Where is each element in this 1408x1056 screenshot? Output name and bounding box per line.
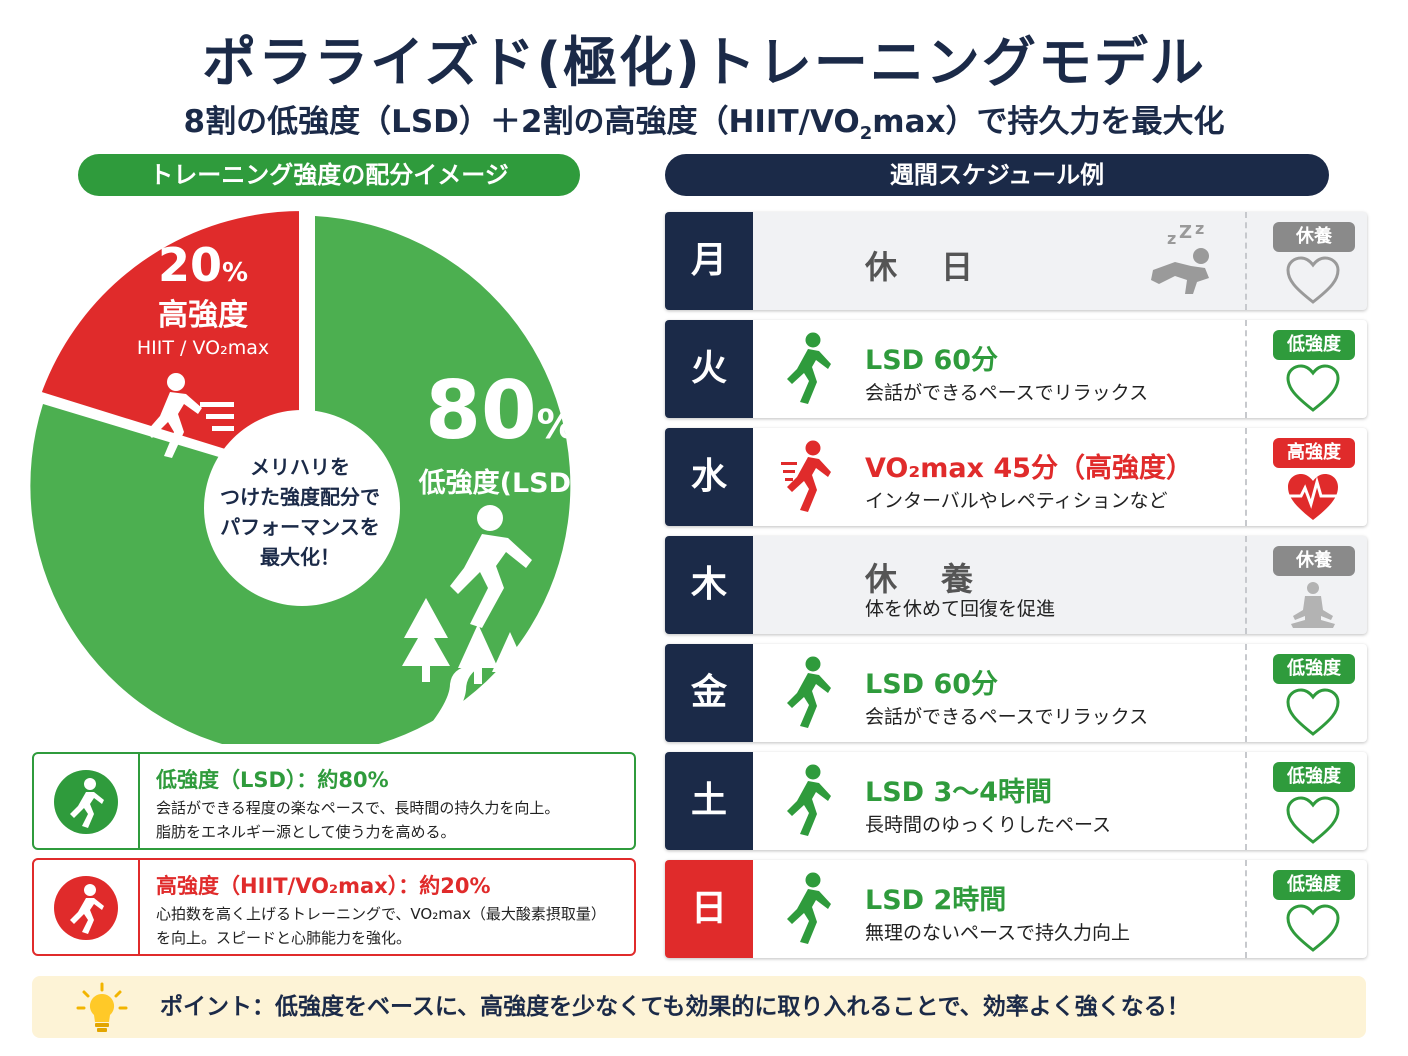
pie-high-label: 20% 高強度 HIIT / VO₂max: [136, 238, 270, 359]
intensity-badge: 休養: [1273, 222, 1355, 252]
meditation-icon: [1291, 582, 1335, 628]
heart-icon: [1286, 796, 1340, 844]
workout-title: LSD 3〜4時間: [865, 777, 1053, 808]
day-label: 木: [665, 536, 753, 634]
workout-title: VO₂max 45分（高強度）: [865, 453, 1193, 484]
legend-title: 低強度（LSD）：約80%: [156, 768, 389, 792]
heart-icon: [1286, 688, 1340, 736]
row-divider: [1245, 644, 1247, 742]
workout-description: 会話ができるペースでリラックス: [865, 382, 1149, 404]
schedule-row: 水 VO₂max 45分（高強度） インターバルやレペティションなど 高強度: [665, 428, 1367, 526]
workout-title: 休 日: [865, 248, 980, 286]
pie-center-message: メリハリを つけた強度配分で パフォーマンスを 最大化！: [220, 455, 380, 569]
day-label: 土: [665, 752, 753, 850]
runner-icon: [787, 656, 831, 728]
trail-path: [414, 666, 482, 744]
pie-slice-low: [30, 216, 571, 744]
pie-low-label: 80% 低強度(LSD): [418, 364, 584, 500]
workout-description: 無理のないペースで持久力向上: [865, 922, 1131, 944]
workout-title: LSD 60分: [865, 669, 999, 700]
lightbulb-icon: [76, 982, 128, 1032]
workout-description: インターバルやレペティションなど: [865, 490, 1168, 512]
svg-text:z: z: [1167, 229, 1176, 248]
heart-icon: [1286, 904, 1340, 952]
schedule-heading: 週間スケジュール例: [665, 154, 1329, 196]
page-subtitle: 8割の低強度（LSD）＋2割の高強度（HIIT/VO2max）で持久力を最大化: [183, 104, 1225, 145]
tree-icon: [458, 624, 528, 686]
day-label: 月: [665, 212, 753, 310]
intensity-badge: 高強度: [1273, 438, 1355, 468]
intensity-pie-chart: [30, 204, 571, 744]
row-divider: [1245, 428, 1247, 526]
row-divider: [1245, 212, 1247, 310]
runner-icon: [450, 505, 532, 628]
svg-text:z: z: [1195, 222, 1204, 238]
runner-icon: [787, 764, 831, 836]
schedule-row: 月 休 日 z Z z 休養: [665, 212, 1367, 310]
heart-icon: [1286, 364, 1340, 412]
intensity-badge: 休養: [1273, 546, 1355, 576]
legend-description: 心拍数を高く上げるトレーニングで、VO₂max（最大酸素摂取量） を向上。スピー…: [156, 905, 606, 947]
intensity-badge: 低強度: [1273, 654, 1355, 684]
legend-divider: [138, 860, 140, 954]
runner-icon: [54, 876, 118, 940]
intensity-badge: 低強度: [1273, 762, 1355, 792]
sleeping-icon: z Z z: [1151, 222, 1209, 294]
svg-text:Z: Z: [1179, 222, 1192, 243]
runner-icon: [787, 332, 831, 404]
schedule-row: 火 LSD 60分 会話ができるペースでリラックス 低強度: [665, 320, 1367, 418]
tree-icon: [402, 598, 450, 682]
workout-description: 会話ができるペースでリラックス: [865, 706, 1149, 728]
workout-title: LSD 2時間: [865, 885, 1007, 916]
workout-description: 長時間のゆっくりしたペース: [865, 814, 1112, 836]
heartbeat-icon: [1285, 474, 1341, 520]
pie-section-heading: トレーニング強度の配分イメージ: [78, 154, 580, 196]
day-label: 火: [665, 320, 753, 418]
day-label: 水: [665, 428, 753, 526]
pie-center-circle: [204, 410, 400, 606]
page-title: ポラライズド(極化)トレーニングモデル: [202, 31, 1206, 94]
row-divider: [1245, 536, 1247, 634]
legend-title: 高強度（HIIT/VO₂max）：約20%: [156, 874, 491, 898]
runner-icon: [54, 770, 118, 834]
workout-title: LSD 60分: [865, 345, 999, 376]
row-divider: [1245, 752, 1247, 850]
schedule-row: 土 LSD 3〜4時間 長時間のゆっくりしたペース 低強度: [665, 752, 1367, 850]
heart-icon: [1286, 256, 1340, 304]
legend-high-intensity: 高強度（HIIT/VO₂max）：約20% 心拍数を高く上げるトレーニングで、V…: [32, 858, 636, 956]
intensity-badge: 低強度: [1273, 330, 1355, 360]
legend-description: 会話ができる程度の楽なペースで、長時間の持久力を向上。 脂肪をエネルギー源として…: [156, 799, 560, 841]
schedule-row: 金 LSD 60分 会話ができるペースでリラックス 低強度: [665, 644, 1367, 742]
point-text: ポイント：低強度をベースに、高強度を少なくても効果的に取り入れることで、効率よく…: [160, 994, 1190, 1020]
day-label: 日: [665, 860, 753, 958]
legend-low-intensity: 低強度（LSD）：約80% 会話ができる程度の楽なペースで、長時間の持久力を向上…: [32, 752, 636, 850]
pie-slice-high: [34, 204, 305, 481]
schedule-row: 木 休 養 体を休めて回復を促進 休養: [665, 536, 1367, 634]
row-divider: [1245, 860, 1247, 958]
schedule-row: 日 LSD 2時間 無理のないペースで持久力向上 低強度: [665, 860, 1367, 958]
workout-title: 休 養: [865, 560, 980, 598]
day-label: 金: [665, 644, 753, 742]
legend-divider: [138, 754, 140, 848]
workout-description: 体を休めて回復を促進: [865, 598, 1056, 620]
runner-icon: [781, 440, 831, 512]
row-divider: [1245, 320, 1247, 418]
intensity-badge: 低強度: [1273, 870, 1355, 900]
runner-icon: [146, 373, 234, 458]
runner-icon: [787, 872, 831, 944]
point-banner: ポイント：低強度をベースに、高強度を少なくても効果的に取り入れることで、効率よく…: [32, 976, 1366, 1038]
